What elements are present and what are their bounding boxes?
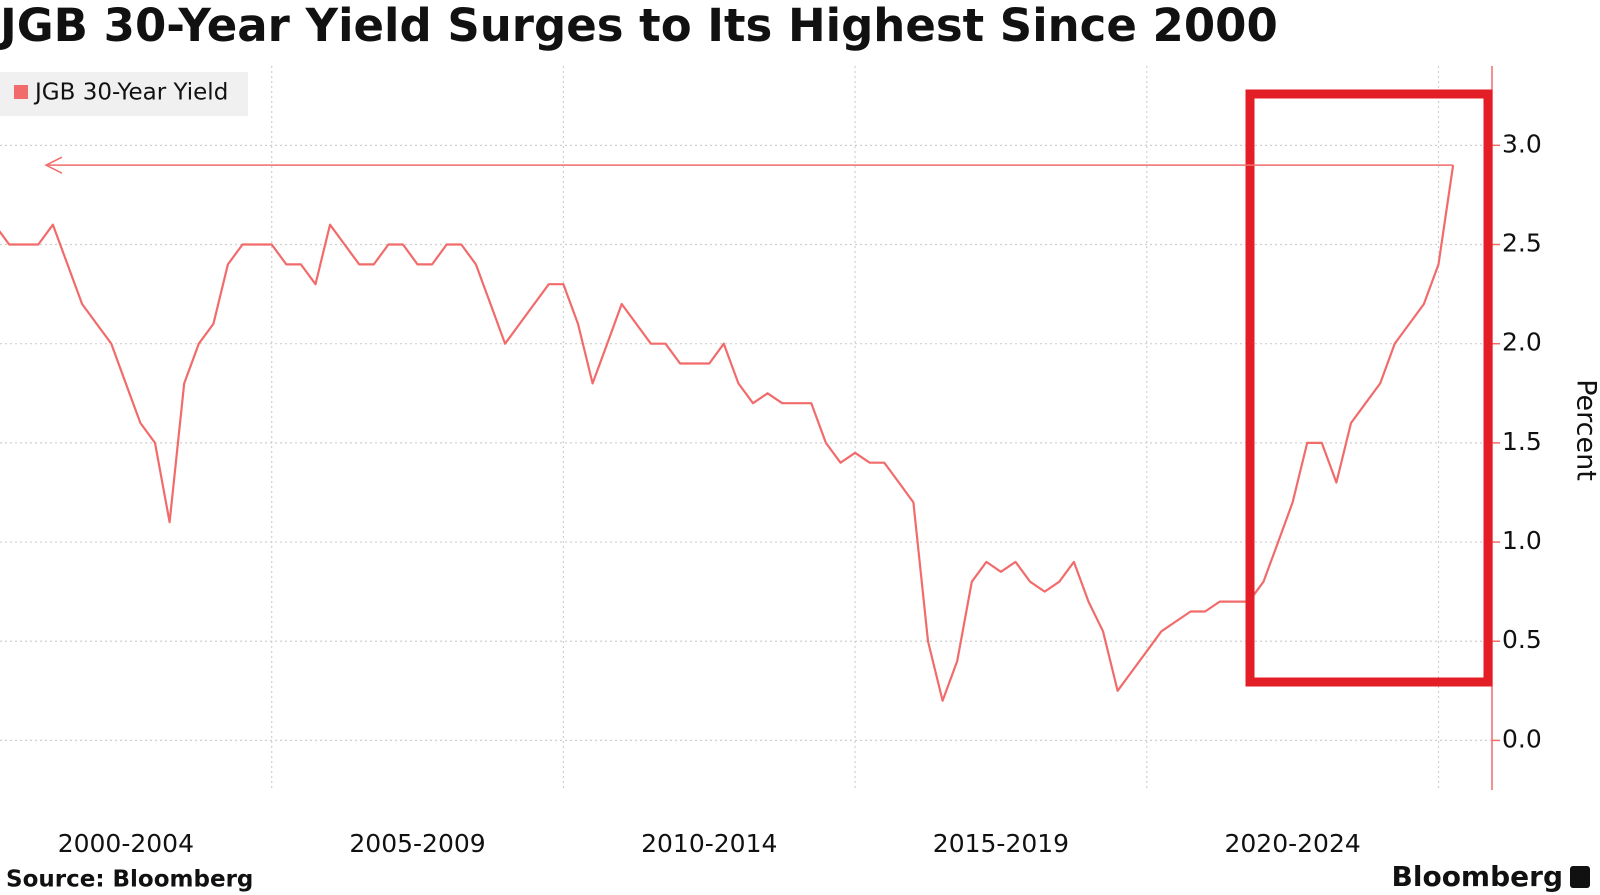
y-tick-label: 3.0	[1502, 129, 1542, 158]
legend: JGB 30-Year Yield	[0, 72, 248, 116]
y-tick-label: 2.5	[1502, 229, 1542, 258]
x-tick-label: 2010-2014	[641, 829, 777, 858]
x-tick-label: 2000-2004	[58, 829, 194, 858]
y-tick-label: 1.0	[1502, 526, 1542, 555]
x-tick-label: 2005-2009	[349, 829, 485, 858]
y-tick-label: 2.0	[1502, 328, 1542, 357]
x-tick-label: 2015-2019	[933, 829, 1069, 858]
y-tick-label: 0.0	[1502, 724, 1542, 753]
series-line	[0, 165, 1455, 702]
y-axis-label: Percent	[1571, 379, 1600, 481]
x-tick-label: 2020-2024	[1225, 829, 1361, 858]
legend-swatch	[14, 85, 28, 99]
legend-label: JGB 30-Year Yield	[33, 80, 228, 106]
brand-icon	[1570, 866, 1590, 888]
highlight-box	[1245, 89, 1493, 687]
y-tick-label: 0.5	[1502, 625, 1542, 654]
y-tick-label: 1.5	[1502, 427, 1542, 456]
source: Source: Bloomberg	[6, 867, 253, 893]
brand: Bloomberg	[1392, 860, 1563, 893]
peak-arrowhead	[44, 156, 63, 174]
legend-box	[0, 72, 248, 116]
chart-title: JGB 30-Year Yield Surges to Its Highest …	[0, 0, 1278, 52]
